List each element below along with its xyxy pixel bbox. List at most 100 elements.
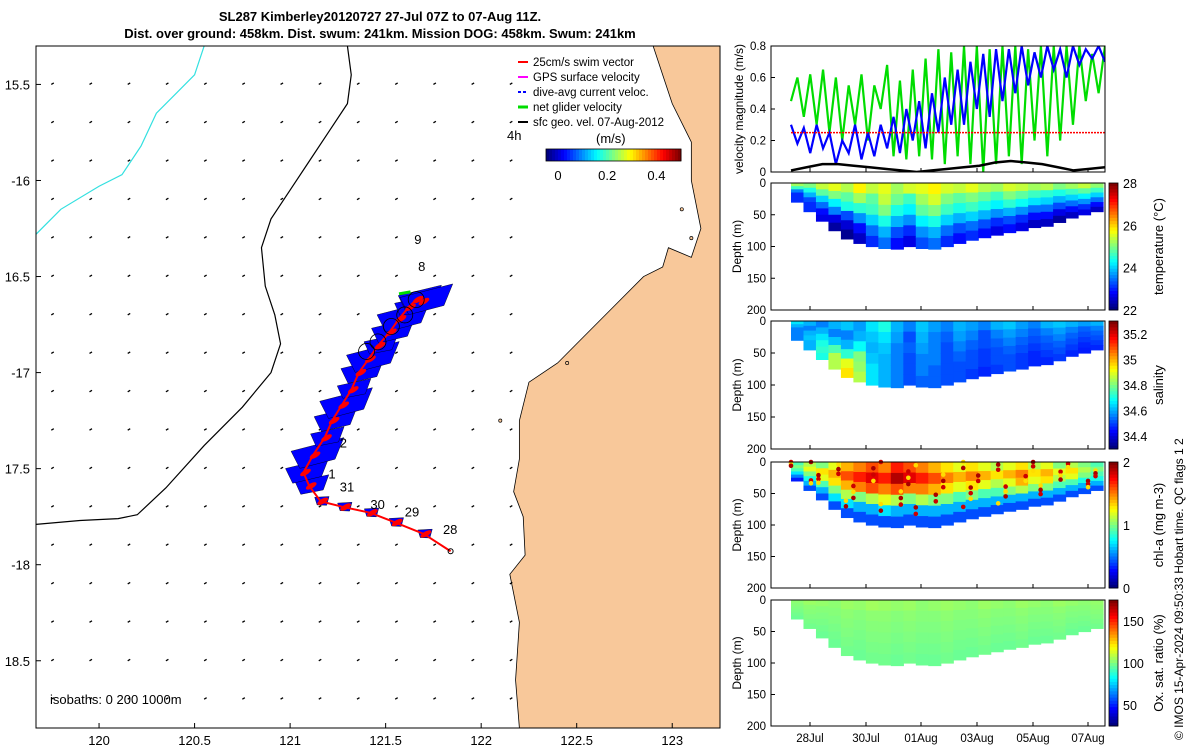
colorbar-label: (m/s): [596, 131, 626, 146]
section-cell: [1053, 354, 1067, 362]
section-cell: [1015, 345, 1029, 354]
geo-velocity-arrow: [203, 428, 207, 431]
lat-tick-label: -18: [11, 558, 30, 573]
colorbar-cell: [663, 149, 667, 161]
section-cell: [1028, 629, 1042, 638]
section-cell: [915, 353, 929, 366]
geo-velocity-arrow: [433, 82, 437, 85]
geo-velocity-arrow: [433, 159, 437, 162]
geo-velocity-arrow: [433, 236, 437, 239]
colorbar-cell: [606, 149, 610, 161]
colorbar-cell: [1109, 518, 1118, 523]
colorbar-cell: [1109, 493, 1118, 498]
section-cell: [803, 345, 817, 351]
section-cell: [940, 331, 954, 343]
geo-velocity-arrow: [203, 197, 207, 201]
section-cell: [903, 514, 917, 526]
geo-velocity-arrow: [509, 543, 513, 547]
section-cell: [1003, 199, 1017, 209]
lat-tick-label: -16: [11, 173, 30, 188]
section-cell: [928, 354, 942, 366]
geo-velocity-arrow: [433, 428, 437, 431]
geo-velocity-arrow: [242, 389, 246, 393]
section-cell: [878, 472, 892, 485]
velocity-series-line: [790, 159, 1105, 172]
geo-velocity-arrow: [280, 351, 284, 354]
colorbar-cell: [1109, 691, 1118, 695]
swim-vector: [420, 530, 432, 538]
section-cell: [828, 477, 842, 487]
colorbar-cell: [1109, 534, 1118, 539]
legend-entry: net glider velocity: [533, 102, 622, 114]
section-cell: [890, 621, 904, 634]
section-cell: [791, 474, 805, 479]
colorbar-cell: [1109, 211, 1118, 216]
x-tick-label: 30Jul: [852, 733, 880, 745]
section-cell: [840, 192, 854, 203]
geo-velocity-arrow: [509, 658, 513, 662]
geo-velocity-arrow: [318, 351, 322, 354]
colorbar-cell: [1109, 337, 1118, 341]
section-cell: [915, 237, 929, 250]
chl-sample-point: [843, 498, 849, 504]
section-cell: [1078, 347, 1092, 354]
geo-velocity-arrow: [318, 697, 322, 700]
section-cell: [978, 210, 992, 221]
section-cell: [1090, 480, 1104, 487]
geo-velocity-arrow: [318, 159, 322, 162]
section-cell: [853, 481, 867, 493]
colorbar-cell: [1109, 429, 1118, 434]
geo-velocity-arrow: [433, 658, 437, 662]
geo-velocity-arrow: [165, 236, 169, 239]
colorbar-frame: [1108, 320, 1119, 450]
colorbar-cell: [1109, 423, 1118, 428]
geo-velocity-arrow: [280, 581, 284, 585]
geo-velocity-arrow: [203, 274, 207, 278]
section-cell: [1015, 190, 1029, 200]
section-cell: [1040, 218, 1054, 227]
section-cell: [903, 204, 917, 216]
section-cell: [791, 198, 805, 203]
chl-sample-point: [836, 471, 841, 477]
section-cell: [865, 514, 879, 526]
section-cell: [953, 223, 967, 234]
colorbar-cell: [582, 149, 586, 161]
section-cell: [1028, 190, 1042, 199]
section-cell: [878, 193, 892, 206]
geo-velocity-arrow: [356, 159, 360, 162]
section-cell: [1065, 605, 1079, 613]
section-cell: [803, 600, 817, 606]
section-cell: [903, 642, 917, 654]
section-cell: [815, 321, 830, 328]
geo-velocity-arrow: [394, 274, 399, 278]
legend-entry: GPS surface velocity: [533, 72, 640, 84]
colorbar-cell: [1109, 439, 1118, 444]
geo-velocity-arrow: [471, 351, 475, 354]
section-cell: [1053, 183, 1067, 191]
chl-sample-point: [1058, 473, 1063, 478]
section-cell: [803, 462, 817, 468]
geo-velocity-arrow: [356, 274, 360, 278]
section-cell: [1065, 206, 1079, 213]
section-cell: [953, 600, 967, 611]
colorbar-tick-label: 0: [1123, 582, 1130, 596]
island: [498, 418, 503, 423]
section-cell: [1028, 335, 1042, 344]
island: [679, 207, 684, 212]
section-cell: [978, 201, 992, 211]
section-cell: [803, 340, 817, 346]
chl-sample-point: [788, 463, 794, 469]
section-cell: [840, 471, 854, 482]
chl-sample-point: [975, 478, 981, 484]
title-line-2: Dist. over ground: 458km. Dist. swum: 24…: [124, 26, 636, 41]
section-cell: [828, 337, 842, 346]
colorbar-cell: [1109, 496, 1118, 501]
colorbar-cell: [1109, 397, 1118, 402]
colorbar-cell: [1109, 385, 1118, 389]
track-loop: [382, 318, 400, 335]
geo-velocity-arrow: [203, 543, 207, 547]
section-cell: [903, 225, 917, 237]
colorbar-cell: [1109, 490, 1118, 494]
isobath-1000m: [36, 46, 205, 235]
section-cell: [990, 505, 1004, 515]
